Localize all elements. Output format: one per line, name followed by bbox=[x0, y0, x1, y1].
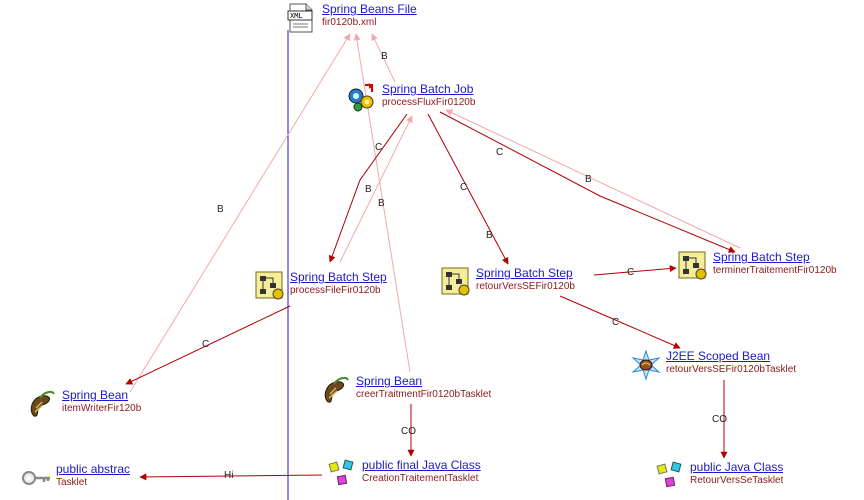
node-java-class-retour[interactable]: public Java Class RetourVersSeTasklet bbox=[654, 460, 783, 492]
node-type-link[interactable]: Spring Batch Step bbox=[476, 266, 573, 280]
node-name: fir0120b.xml bbox=[322, 17, 377, 28]
edge-bean-writer-to-file bbox=[129, 33, 351, 393]
node-batch-step-retour[interactable]: Spring Batch Step retourVersSEFir0120b bbox=[440, 266, 575, 298]
node-name: Tasklet bbox=[56, 477, 88, 488]
edge-label: B bbox=[486, 230, 493, 241]
edge-step-process-to-job bbox=[339, 115, 413, 263]
edge-label: CO bbox=[401, 426, 416, 437]
node-batch-step-process[interactable]: Spring Batch Step processFileFir0120b bbox=[254, 270, 387, 302]
node-type-link[interactable]: Spring Bean bbox=[62, 388, 129, 402]
edge-bean-creer-to-file bbox=[353, 33, 411, 373]
edge-label: CO bbox=[712, 414, 727, 425]
node-name: processFluxFir0120b bbox=[382, 97, 476, 108]
node-type-link[interactable]: public Java Class bbox=[690, 460, 784, 474]
node-type-link[interactable]: Spring Bean bbox=[356, 374, 423, 388]
batch-step-icon bbox=[678, 251, 707, 280]
node-type-link[interactable]: Spring Beans File bbox=[322, 2, 417, 16]
edge-label: C bbox=[460, 182, 467, 193]
edge-label: B bbox=[381, 51, 388, 62]
node-name: retourVersSEFir0120bTasklet bbox=[666, 364, 797, 375]
edge-step-retour-to-scoped bbox=[559, 295, 681, 349]
edge-job-to-file bbox=[371, 33, 396, 83]
node-type-link[interactable]: Spring Batch Step bbox=[290, 270, 387, 284]
node-abstract-class-tasklet[interactable]: public abstrac Tasklet bbox=[20, 462, 130, 494]
bean-icon bbox=[30, 390, 55, 417]
node-name: itemWriterFir120b bbox=[62, 403, 142, 414]
edge-label: C bbox=[375, 142, 382, 153]
edge-label: C bbox=[496, 147, 503, 158]
node-type-link[interactable]: public abstrac bbox=[56, 462, 131, 476]
node-name: RetourVersSeTasklet bbox=[690, 475, 784, 486]
edge-label: Hi bbox=[224, 470, 233, 481]
node-type-link[interactable]: public final Java Class bbox=[362, 458, 481, 472]
batch-step-icon bbox=[441, 267, 470, 296]
key-icon bbox=[22, 471, 50, 485]
node-java-class-creation[interactable]: public final Java Class CreationTraiteme… bbox=[326, 458, 481, 490]
node-spring-batch-job[interactable]: Spring Batch Job processFluxFir0120b bbox=[346, 82, 475, 114]
batch-job-icon bbox=[348, 83, 374, 112]
node-name: CreationTraitementTasklet bbox=[362, 473, 479, 484]
edge-job-to-step-termine bbox=[439, 111, 736, 253]
edge-label: B bbox=[378, 198, 385, 209]
scoped-bean-icon bbox=[631, 349, 661, 381]
edge-step-process-to-writer bbox=[125, 305, 291, 385]
edge-job-to-step-process bbox=[328, 113, 408, 263]
edge-class-to-tasklet bbox=[139, 473, 323, 481]
edge-step-retour-to-termine bbox=[593, 265, 677, 276]
edge-step-termine-to-job bbox=[445, 109, 741, 249]
batch-step-icon bbox=[255, 271, 284, 300]
node-spring-beans-file[interactable]: XML Spring Beans File fir0120b.xml bbox=[286, 2, 417, 34]
xml-file-icon: XML bbox=[287, 3, 313, 33]
edge-label: C bbox=[627, 267, 634, 278]
node-batch-step-terminer[interactable]: Spring Batch Step terminerTraitementFir0… bbox=[677, 250, 837, 282]
node-j2ee-scoped-bean[interactable]: J2EE Scoped Bean retourVersSEFir0120bTas… bbox=[630, 349, 796, 381]
node-name: terminerTraitementFir0120b bbox=[713, 265, 837, 276]
edge-label: B bbox=[585, 174, 592, 185]
bean-icon bbox=[324, 376, 349, 403]
svg-text:XML: XML bbox=[290, 12, 303, 20]
node-type-link[interactable]: J2EE Scoped Bean bbox=[666, 349, 771, 363]
edge-job-to-step-retour bbox=[427, 113, 509, 265]
node-name: processFileFir0120b bbox=[290, 285, 381, 296]
node-type-link[interactable]: Spring Batch Step bbox=[713, 250, 810, 264]
node-name: creerTraitmentFir0120bTasklet bbox=[356, 389, 492, 400]
node-spring-bean-writer[interactable]: Spring Bean itemWriterFir120b bbox=[26, 388, 141, 420]
edge-label: C bbox=[612, 317, 619, 328]
edge-label: C bbox=[202, 339, 209, 350]
edge-label: B bbox=[217, 204, 224, 215]
node-type-link[interactable]: Spring Batch Job bbox=[382, 82, 474, 96]
edge-label: B bbox=[365, 184, 372, 195]
java-class-icon bbox=[656, 461, 682, 488]
node-name: retourVersSEFir0120b bbox=[476, 281, 575, 292]
java-class-icon bbox=[328, 459, 354, 486]
node-spring-bean-creer[interactable]: Spring Bean creerTraitmentFir0120bTaskle… bbox=[320, 374, 491, 406]
